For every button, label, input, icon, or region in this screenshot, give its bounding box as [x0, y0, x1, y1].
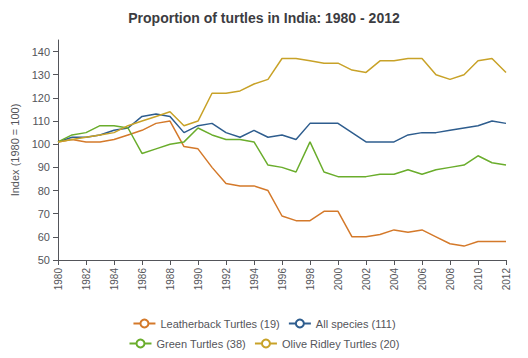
svg-text:50: 50 — [38, 254, 50, 266]
svg-text:1996: 1996 — [277, 268, 288, 291]
svg-text:130: 130 — [32, 69, 50, 81]
svg-text:70: 70 — [38, 208, 50, 220]
svg-text:120: 120 — [32, 92, 50, 104]
svg-text:90: 90 — [38, 161, 50, 173]
svg-text:All species (111): All species (111) — [316, 318, 396, 330]
svg-text:2010: 2010 — [473, 268, 484, 291]
svg-text:110: 110 — [32, 115, 50, 127]
svg-text:2008: 2008 — [445, 268, 456, 291]
svg-text:2000: 2000 — [333, 268, 344, 291]
svg-text:1984: 1984 — [109, 268, 120, 291]
svg-text:140: 140 — [32, 46, 50, 58]
svg-text:1990: 1990 — [193, 268, 204, 291]
svg-text:60: 60 — [38, 231, 50, 243]
svg-text:1988: 1988 — [165, 268, 176, 291]
svg-text:Green Turtles (38): Green Turtles (38) — [156, 338, 245, 350]
svg-text:1982: 1982 — [81, 268, 92, 291]
svg-text:Index (1980 = 100): Index (1980 = 100) — [9, 104, 21, 197]
svg-text:2002: 2002 — [361, 268, 372, 291]
svg-text:80: 80 — [38, 185, 50, 197]
svg-text:2004: 2004 — [389, 268, 400, 291]
svg-text:1986: 1986 — [137, 268, 148, 291]
svg-text:Leatherback Turtles (19): Leatherback Turtles (19) — [160, 318, 279, 330]
svg-text:Olive Ridley Turtles (20): Olive Ridley Turtles (20) — [282, 338, 399, 350]
svg-text:100: 100 — [32, 138, 50, 150]
svg-text:1992: 1992 — [221, 268, 232, 291]
svg-text:2012: 2012 — [501, 268, 512, 291]
svg-text:1998: 1998 — [305, 268, 316, 291]
svg-text:2006: 2006 — [417, 268, 428, 291]
svg-text:Proportion of turtles in India: Proportion of turtles in India: 1980 - 2… — [128, 10, 400, 26]
svg-text:1994: 1994 — [249, 268, 260, 291]
svg-text:1980: 1980 — [53, 268, 64, 291]
